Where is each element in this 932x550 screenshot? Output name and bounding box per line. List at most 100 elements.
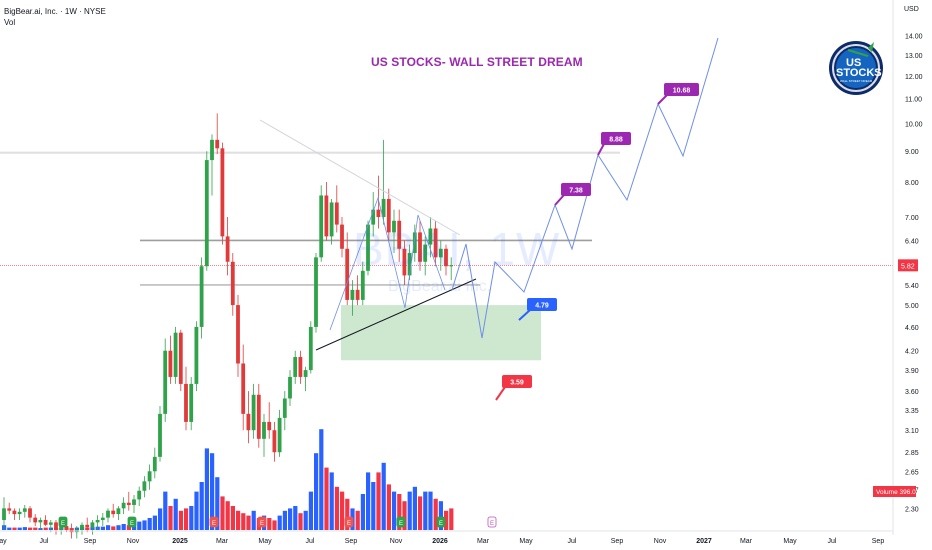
volume-bar	[126, 525, 131, 530]
candle-body	[59, 526, 64, 530]
candle-body	[178, 332, 183, 384]
earnings-icon-glyph: E	[260, 521, 264, 527]
earnings-icon-glyph: E	[399, 521, 403, 527]
earnings-icon[interactable]	[487, 516, 497, 528]
price-target-badge[interactable]	[561, 183, 591, 196]
volume-bar	[22, 527, 27, 530]
volume-bar	[303, 510, 308, 530]
candle-body	[438, 248, 443, 258]
target-pointer	[495, 386, 506, 401]
price-target-badge[interactable]	[601, 132, 631, 145]
time-tick-label: Jul	[40, 538, 49, 545]
candle-body	[272, 430, 277, 453]
volume-bar	[184, 508, 189, 530]
last-price-label: 5.82	[901, 263, 915, 270]
earnings-icon[interactable]	[209, 516, 219, 528]
candle-body	[85, 524, 90, 528]
candle-body	[293, 357, 298, 377]
earnings-icon[interactable]	[344, 516, 354, 528]
volume-bar	[7, 527, 12, 530]
time-tick-label: Mar	[477, 538, 490, 545]
price-target-badge[interactable]	[502, 375, 532, 388]
volume-bar	[428, 491, 433, 530]
time-tick-label: Mar	[216, 538, 229, 545]
projection-line	[451, 37, 719, 339]
volume-bar	[28, 527, 33, 530]
candle-body	[7, 508, 12, 511]
price-axis[interactable]: 14.00 13.00 12.00 11.00 10.00 9.00 8.00 7.00 6.4…	[873, 0, 927, 535]
ascending-trendline	[315, 278, 477, 351]
time-axis[interactable]: May Jul Sep Nov 2025 Mar May Jul Sep Nov 2026 Mar Ma…	[0, 530, 893, 545]
volume-bar	[407, 491, 412, 530]
candle-body	[340, 224, 344, 249]
price-tick-label: 4.20	[905, 349, 919, 356]
volume-bar	[381, 462, 386, 530]
volume-bar	[392, 491, 397, 530]
earnings-icon[interactable]	[127, 516, 137, 528]
currency-label[interactable]: USD	[904, 6, 919, 13]
candle-body	[215, 139, 220, 149]
svg-text:WALL STREET DREAM: WALL STREET DREAM	[840, 79, 873, 83]
volume-bar	[241, 513, 246, 530]
price-tick-label: 13.00	[905, 53, 923, 60]
volume-bar	[376, 472, 381, 530]
candle-body	[392, 220, 396, 233]
time-tick-label: Sep	[872, 538, 885, 545]
candle-body	[407, 253, 412, 276]
volume-bar	[298, 513, 303, 530]
candle-body	[298, 357, 303, 377]
chart-legend: BigBear.ai, Inc. · 1W · NYSE Vol	[4, 6, 106, 28]
volume-bar	[137, 521, 142, 530]
volume-bars	[2, 429, 454, 530]
price-target-badge[interactable]	[527, 298, 557, 311]
candle-body	[2, 508, 6, 520]
volume-bar	[277, 515, 282, 530]
candle-body	[220, 148, 225, 237]
price-tick-label: 9.00	[905, 149, 919, 156]
symbol-legend[interactable]: BigBear.ai, Inc. · 1W · NYSE	[4, 7, 106, 16]
volume-bar	[355, 510, 360, 530]
price-target-label: 7.38	[569, 188, 583, 195]
earnings-icon[interactable]	[58, 516, 68, 528]
candle-body	[38, 520, 43, 523]
price-target-badge[interactable]	[664, 83, 699, 96]
candle-body	[163, 350, 168, 414]
candle-body	[376, 209, 381, 218]
volume-bar	[366, 472, 371, 530]
volume-bar	[116, 525, 121, 530]
horizontal-levels	[0, 151, 893, 286]
wave-path	[329, 196, 446, 331]
volume-bar	[412, 486, 417, 530]
candle-body	[433, 228, 438, 258]
earnings-icon[interactable]	[396, 516, 406, 528]
candle-body	[121, 502, 126, 509]
candle-body	[334, 202, 339, 225]
candle-body	[262, 421, 266, 439]
volume-bar	[210, 453, 215, 530]
candle-body	[345, 248, 350, 300]
volume-badge	[873, 486, 916, 497]
price-target-label: 3.59	[510, 380, 524, 387]
candle-body	[241, 363, 246, 414]
candle-body	[418, 232, 422, 262]
volume-bar	[397, 494, 402, 530]
volume-bar	[111, 526, 116, 530]
candle-body	[210, 139, 214, 161]
candle-body	[12, 510, 17, 515]
volume-legend[interactable]: Vol	[4, 18, 16, 27]
earnings-icon[interactable]	[257, 516, 267, 528]
volume-bar	[402, 501, 407, 530]
candle-body	[33, 517, 38, 523]
earnings-icon-glyph: E	[130, 521, 134, 527]
volume-bar	[449, 508, 454, 530]
volume-bar	[319, 429, 324, 530]
volume-bar	[360, 494, 365, 530]
price-tick-label: 2.65	[905, 469, 919, 476]
time-tick-label: May	[519, 538, 533, 545]
price-tick-label: 2.30	[905, 506, 919, 513]
company-watermark: BigBear.ai Inc.	[388, 278, 492, 295]
earnings-icon[interactable]	[436, 516, 446, 528]
candle-body	[48, 522, 53, 525]
volume-bar	[220, 496, 225, 530]
